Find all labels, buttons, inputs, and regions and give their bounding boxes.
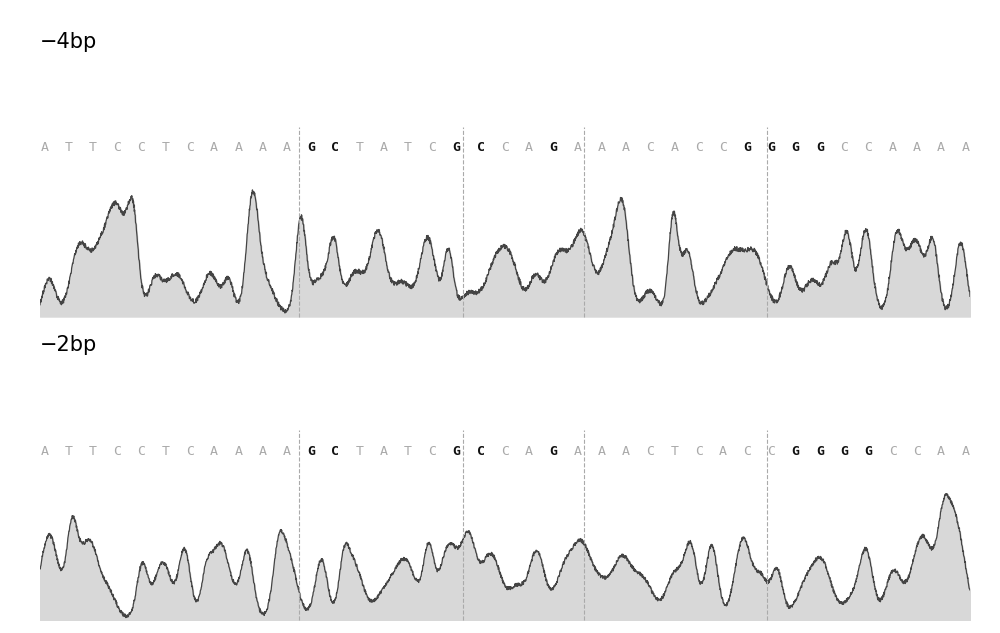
Text: T: T: [162, 141, 170, 154]
Text: C: C: [186, 445, 194, 458]
Text: G: G: [792, 445, 800, 458]
Text: A: A: [937, 445, 945, 458]
Text: G: G: [743, 141, 751, 154]
Text: C: C: [331, 141, 339, 154]
Text: A: A: [961, 141, 969, 154]
Text: A: A: [598, 445, 606, 458]
Text: T: T: [65, 141, 73, 154]
Text: A: A: [41, 445, 49, 458]
Text: C: C: [719, 141, 727, 154]
Text: C: C: [477, 445, 485, 458]
Text: −2bp: −2bp: [40, 335, 97, 356]
Text: T: T: [356, 141, 364, 154]
Text: A: A: [574, 141, 582, 154]
Text: G: G: [307, 445, 315, 458]
Text: C: C: [864, 141, 872, 154]
Text: G: G: [816, 445, 824, 458]
Text: G: G: [453, 445, 461, 458]
Text: T: T: [356, 445, 364, 458]
Text: A: A: [671, 141, 679, 154]
Text: C: C: [695, 141, 703, 154]
Text: C: C: [889, 445, 897, 458]
Text: C: C: [428, 445, 436, 458]
Text: A: A: [380, 141, 388, 154]
Text: A: A: [380, 445, 388, 458]
Text: C: C: [186, 141, 194, 154]
Text: C: C: [913, 445, 921, 458]
Text: A: A: [210, 445, 218, 458]
Text: T: T: [404, 141, 412, 154]
Text: G: G: [816, 141, 824, 154]
Text: A: A: [259, 141, 267, 154]
Text: T: T: [65, 445, 73, 458]
Text: A: A: [283, 141, 291, 154]
Text: A: A: [210, 141, 218, 154]
Text: G: G: [792, 141, 800, 154]
Text: C: C: [768, 445, 776, 458]
Text: A: A: [283, 445, 291, 458]
Text: A: A: [259, 445, 267, 458]
Text: −4bp: −4bp: [40, 32, 97, 52]
Text: G: G: [307, 141, 315, 154]
Text: A: A: [574, 445, 582, 458]
Text: G: G: [840, 445, 848, 458]
Text: C: C: [646, 141, 654, 154]
Text: C: C: [477, 141, 485, 154]
Text: T: T: [89, 445, 97, 458]
Text: A: A: [622, 445, 630, 458]
Text: T: T: [671, 445, 679, 458]
Text: G: G: [549, 141, 557, 154]
Text: C: C: [840, 141, 848, 154]
Text: C: C: [138, 141, 146, 154]
Text: C: C: [646, 445, 654, 458]
Text: C: C: [113, 445, 121, 458]
Text: C: C: [113, 141, 121, 154]
Text: G: G: [453, 141, 461, 154]
Text: A: A: [41, 141, 49, 154]
Text: A: A: [937, 141, 945, 154]
Text: A: A: [598, 141, 606, 154]
Text: C: C: [138, 445, 146, 458]
Text: C: C: [428, 141, 436, 154]
Text: G: G: [549, 445, 557, 458]
Text: A: A: [525, 141, 533, 154]
Text: G: G: [768, 141, 776, 154]
Text: G: G: [864, 445, 872, 458]
Text: C: C: [501, 141, 509, 154]
Text: C: C: [695, 445, 703, 458]
Text: A: A: [889, 141, 897, 154]
Text: A: A: [234, 141, 242, 154]
Text: C: C: [331, 445, 339, 458]
Text: A: A: [913, 141, 921, 154]
Text: A: A: [961, 445, 969, 458]
Text: T: T: [404, 445, 412, 458]
Text: A: A: [719, 445, 727, 458]
Text: C: C: [501, 445, 509, 458]
Text: C: C: [743, 445, 751, 458]
Text: A: A: [234, 445, 242, 458]
Text: A: A: [525, 445, 533, 458]
Text: A: A: [622, 141, 630, 154]
Text: T: T: [89, 141, 97, 154]
Text: T: T: [162, 445, 170, 458]
